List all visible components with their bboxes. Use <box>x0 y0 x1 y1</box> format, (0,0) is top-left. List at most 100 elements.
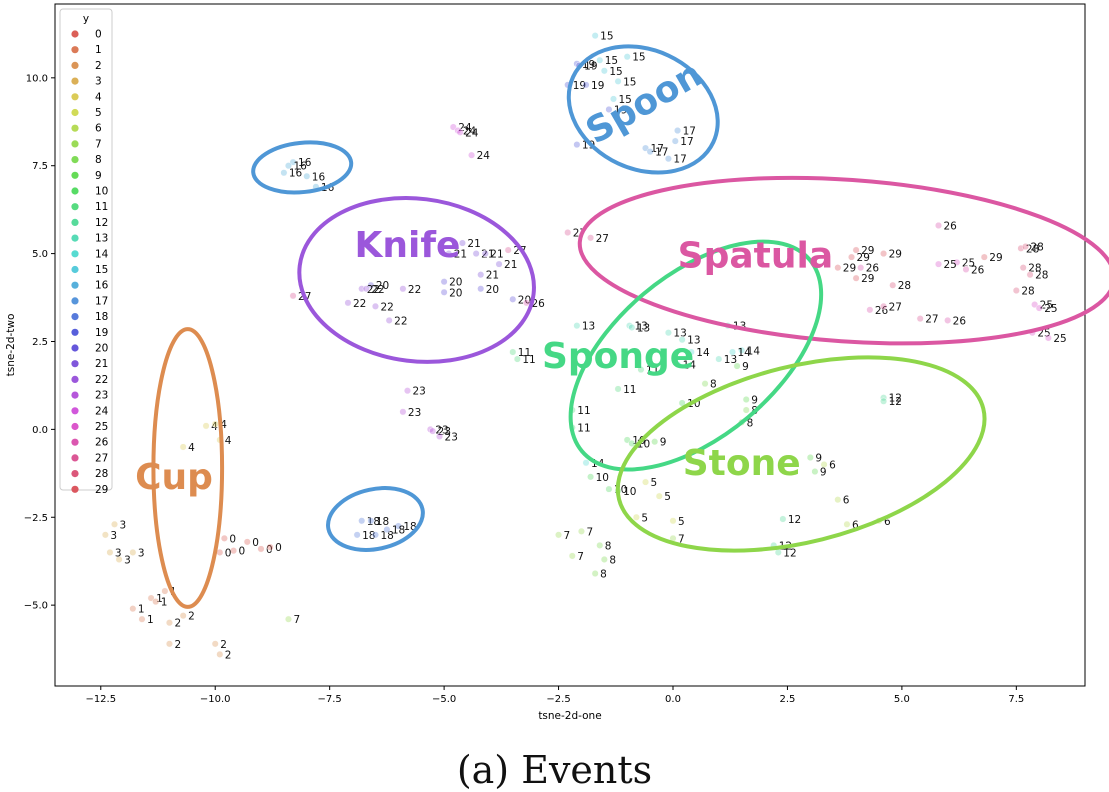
data-point <box>671 137 679 145</box>
data-point <box>1017 244 1025 252</box>
legend-label: 6 <box>95 123 102 135</box>
point-label: 13 <box>635 321 648 333</box>
legend-marker <box>71 375 79 383</box>
point-label: 14 <box>747 345 761 357</box>
point-label: 15 <box>632 52 645 64</box>
point-label: 11 <box>646 365 659 377</box>
point-label: 28 <box>898 280 911 292</box>
data-point <box>980 253 988 261</box>
data-point <box>674 360 682 368</box>
legend-marker <box>71 281 79 289</box>
point-label: 2 <box>220 639 227 651</box>
point-label: 29 <box>843 263 856 275</box>
data-point <box>953 258 961 266</box>
point-label: 1 <box>147 614 154 626</box>
data-point <box>284 162 293 170</box>
data-point <box>843 520 851 528</box>
legend-marker <box>71 265 79 274</box>
point-label: 23 <box>412 386 425 398</box>
point-label: 4 <box>211 421 218 433</box>
x-tick-label: −7.5 <box>318 694 342 705</box>
point-label: 24 <box>458 122 472 134</box>
data-point <box>715 355 723 363</box>
point-label: 19 <box>591 80 604 92</box>
legend-marker <box>71 93 79 101</box>
data-point <box>834 496 842 504</box>
legend-marker <box>71 234 79 242</box>
point-label: 12 <box>783 547 796 559</box>
data-point <box>609 95 618 103</box>
point-label: 26 <box>866 263 880 275</box>
point-label: 20 <box>486 284 499 296</box>
data-point <box>880 397 888 405</box>
data-point <box>674 127 682 135</box>
data-point <box>806 453 814 462</box>
data-point <box>687 348 695 356</box>
data-point <box>509 295 517 303</box>
legend-marker <box>71 454 79 462</box>
legend-label: 27 <box>95 452 108 464</box>
point-label: 0 <box>252 537 259 549</box>
y-tick-label: −5.0 <box>24 601 48 612</box>
data-point <box>614 77 622 85</box>
data-point <box>129 605 137 613</box>
point-label: 25 <box>1053 333 1066 345</box>
cluster-ellipse <box>615 355 987 553</box>
point-label: 26 <box>971 264 985 276</box>
legend-label: 21 <box>95 358 108 370</box>
data-point <box>101 531 109 539</box>
data-point <box>115 555 123 563</box>
data-point <box>591 32 599 40</box>
point-label: 18 <box>367 516 380 528</box>
point-label: 11 <box>522 354 535 366</box>
data-point <box>916 315 924 323</box>
legend-label: 14 <box>95 248 109 260</box>
legend-label: 10 <box>95 186 108 198</box>
point-label: 12 <box>889 396 902 408</box>
data-point <box>152 598 160 606</box>
point-label: 27 <box>889 301 902 313</box>
point-label: 2 <box>225 649 232 661</box>
legend-marker <box>71 297 79 305</box>
data-point <box>495 260 503 268</box>
data-point <box>573 141 581 149</box>
data-point <box>257 545 265 553</box>
data-point <box>344 299 352 307</box>
point-label: 21 <box>467 238 480 250</box>
point-label: 0 <box>225 547 232 559</box>
data-point <box>857 264 865 272</box>
legend-marker <box>71 156 79 164</box>
cluster-label-stone: Stone <box>683 443 801 484</box>
point-label: 15 <box>605 55 618 67</box>
point-label: 3 <box>120 519 127 531</box>
data-point <box>522 299 531 307</box>
legend-marker <box>71 344 79 352</box>
point-label: 2 <box>188 611 195 623</box>
point-label: 29 <box>861 273 874 285</box>
point-label: 7 <box>577 551 584 563</box>
point-label: 22 <box>367 284 380 296</box>
x-tick-label: −2.5 <box>546 694 570 705</box>
point-label: 26 <box>875 305 889 317</box>
point-label: 7 <box>586 526 593 538</box>
point-label: 7 <box>293 614 300 626</box>
point-label: 21 <box>454 249 467 261</box>
x-tick-label: −10.0 <box>200 694 231 705</box>
point-label: 19 <box>582 140 595 152</box>
point-label: 28 <box>1030 242 1043 254</box>
point-label: 11 <box>577 405 590 417</box>
cluster-ellipse <box>251 140 354 195</box>
point-label: 26 <box>953 315 967 327</box>
legend-label: 18 <box>95 311 108 323</box>
data-point <box>962 265 970 273</box>
y-tick-label: 0.0 <box>32 425 48 436</box>
point-label: 6 <box>843 495 850 507</box>
data-point <box>596 541 604 549</box>
point-label: 15 <box>609 66 622 78</box>
data-point <box>403 387 412 395</box>
y-tick-label: 10.0 <box>26 73 48 84</box>
point-label: 18 <box>362 530 375 542</box>
data-point <box>637 366 645 374</box>
data-point <box>371 531 379 539</box>
x-tick-label: 0.0 <box>665 694 681 705</box>
